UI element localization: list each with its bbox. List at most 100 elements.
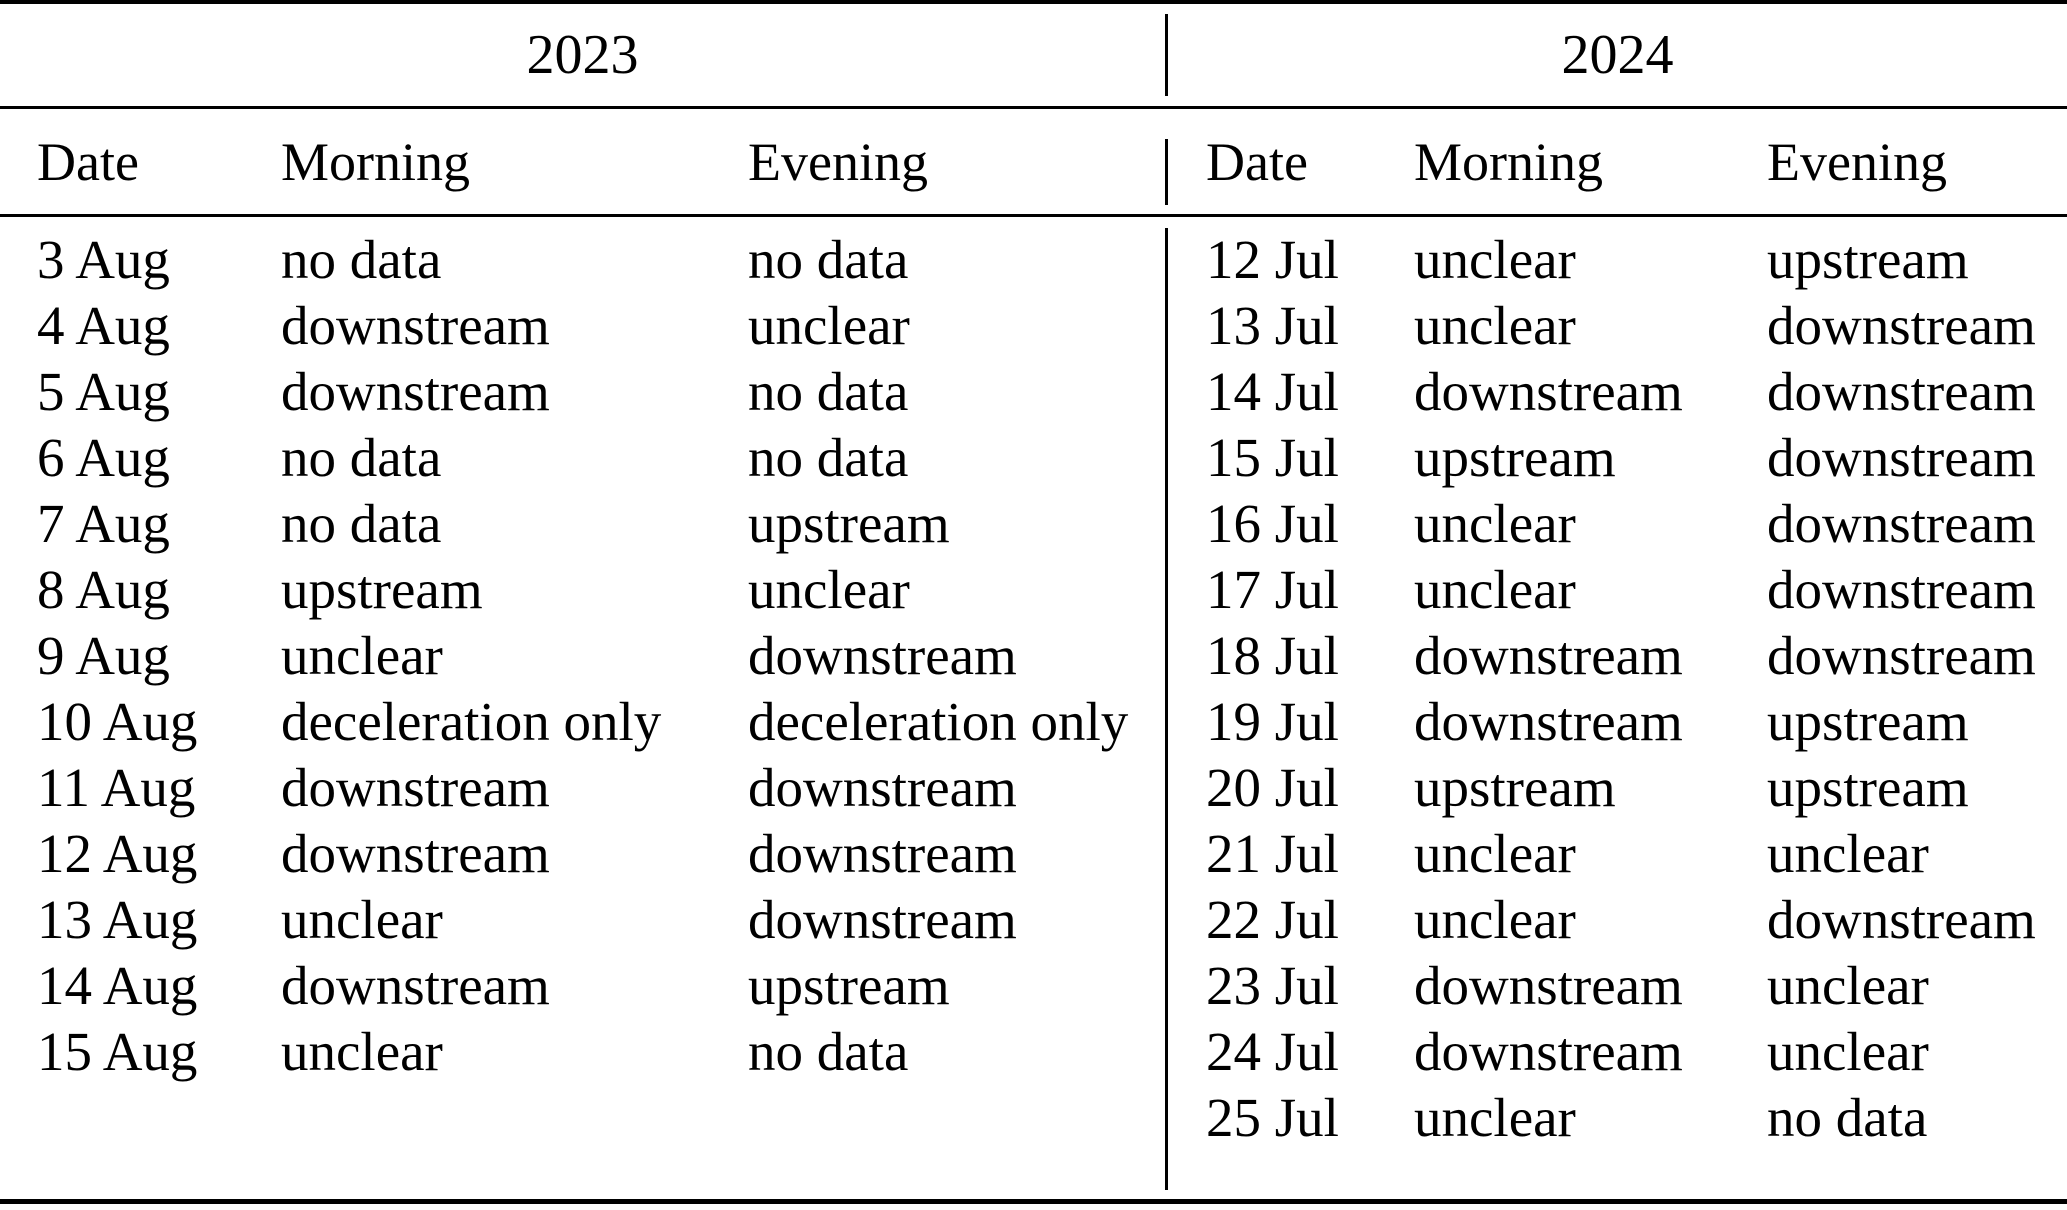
table-row: 13 Jul unclear downstream (1206, 292, 2067, 358)
table-row: Date Morning Evening (37, 109, 1165, 214)
date-cell: 24 Jul (1206, 1020, 1339, 1082)
date-cell: 18 Jul (1206, 624, 1339, 686)
table-row: 21 Jul unclear unclear (1206, 820, 2067, 886)
evening-cell: no data (1767, 1086, 1928, 1148)
date-cell: 20 Jul (1206, 756, 1339, 818)
evening-cell: downstream (748, 822, 1017, 884)
morning-cell: downstream (1414, 954, 1683, 1016)
evening-cell: downstream (1767, 624, 2036, 686)
table-row: 9 Aug unclear downstream (37, 622, 1165, 688)
date-cell: 13 Jul (1206, 294, 1339, 356)
morning-cell: deceleration only (281, 690, 662, 752)
evening-cell: no data (748, 426, 909, 488)
table-row: 14 Aug downstream upstream (37, 952, 1165, 1018)
evening-cell: upstream (748, 492, 950, 554)
morning-cell: upstream (281, 558, 483, 620)
column-header-date: Date (37, 131, 139, 192)
evening-cell: unclear (748, 294, 910, 356)
evening-cell: downstream (1767, 888, 2036, 950)
date-cell: 13 Aug (37, 888, 198, 950)
rule-under-column-headers (0, 214, 2067, 217)
evening-cell: upstream (1767, 228, 1969, 290)
table-row: 10 Aug deceleration only deceleration on… (37, 688, 1165, 754)
morning-cell: unclear (1414, 228, 1576, 290)
evening-cell: no data (748, 228, 909, 290)
morning-cell: no data (281, 492, 442, 554)
date-cell: 3 Aug (37, 228, 170, 290)
morning-cell: unclear (1414, 492, 1576, 554)
bottom-rule (0, 1199, 2067, 1204)
year-header-2023: 2023 (526, 24, 639, 86)
morning-cell: unclear (1414, 1086, 1576, 1148)
column-header-evening: Evening (1767, 131, 1947, 192)
date-cell: 19 Jul (1206, 690, 1339, 752)
evening-cell: downstream (1767, 426, 2036, 488)
date-cell: 11 Aug (37, 756, 196, 818)
morning-cell: upstream (1414, 426, 1616, 488)
table-body-2024: 12 Jul unclear upstream 13 Jul unclear d… (1168, 226, 2067, 1150)
date-cell: 14 Jul (1206, 360, 1339, 422)
vertical-divider-segment (1165, 228, 1168, 1190)
table-row: 18 Jul downstream downstream (1206, 622, 2067, 688)
date-cell: 5 Aug (37, 360, 170, 422)
morning-cell: downstream (281, 360, 550, 422)
table-row: 7 Aug no data upstream (37, 490, 1165, 556)
year-header-band: 2023 2024 (0, 4, 2067, 106)
column-header-evening: Evening (748, 131, 928, 192)
morning-cell: downstream (1414, 1020, 1683, 1082)
table-body-2023: 3 Aug no data no data 4 Aug downstream u… (0, 226, 1165, 1084)
morning-cell: unclear (281, 1020, 443, 1082)
evening-cell: downstream (748, 624, 1017, 686)
morning-cell: no data (281, 426, 442, 488)
table-row: Date Morning Evening (1206, 109, 2067, 214)
table-row: 8 Aug upstream unclear (37, 556, 1165, 622)
vertical-divider-segment (1165, 139, 1168, 205)
table-row: 20 Jul upstream upstream (1206, 754, 2067, 820)
date-cell: 12 Aug (37, 822, 198, 884)
date-cell: 12 Jul (1206, 228, 1339, 290)
evening-cell: deceleration only (748, 690, 1129, 752)
table-row: 22 Jul unclear downstream (1206, 886, 2067, 952)
table-row: 16 Jul unclear downstream (1206, 490, 2067, 556)
date-cell: 15 Aug (37, 1020, 198, 1082)
rule-under-years (0, 106, 2067, 109)
table-row: 24 Jul downstream unclear (1206, 1018, 2067, 1084)
morning-cell: downstream (281, 954, 550, 1016)
table-row: 15 Aug unclear no data (37, 1018, 1165, 1084)
evening-cell: no data (748, 360, 909, 422)
table-row: 12 Aug downstream downstream (37, 820, 1165, 886)
morning-cell: unclear (1414, 294, 1576, 356)
date-cell: 7 Aug (37, 492, 170, 554)
date-cell: 15 Jul (1206, 426, 1339, 488)
morning-cell: downstream (1414, 624, 1683, 686)
date-cell: 21 Jul (1206, 822, 1339, 884)
table-row: 23 Jul downstream unclear (1206, 952, 2067, 1018)
date-cell: 8 Aug (37, 558, 170, 620)
date-cell: 22 Jul (1206, 888, 1339, 950)
column-header-morning: Morning (281, 131, 470, 192)
morning-cell: unclear (1414, 558, 1576, 620)
table-row: 17 Jul unclear downstream (1206, 556, 2067, 622)
evening-cell: downstream (1767, 492, 2036, 554)
evening-cell: no data (748, 1020, 909, 1082)
morning-cell: downstream (281, 822, 550, 884)
year-header-2024: 2024 (1561, 24, 1674, 86)
column-header-date: Date (1206, 131, 1308, 192)
table-row: 14 Jul downstream downstream (1206, 358, 2067, 424)
table-row: 5 Aug downstream no data (37, 358, 1165, 424)
table-row: 6 Aug no data no data (37, 424, 1165, 490)
date-cell: 14 Aug (37, 954, 198, 1016)
table-row: 13 Aug unclear downstream (37, 886, 1165, 952)
date-cell: 17 Jul (1206, 558, 1339, 620)
evening-cell: downstream (748, 756, 1017, 818)
date-cell: 25 Jul (1206, 1086, 1339, 1148)
table-row: 12 Jul unclear upstream (1206, 226, 2067, 292)
date-cell: 10 Aug (37, 690, 198, 752)
evening-cell: downstream (1767, 294, 2036, 356)
evening-cell: unclear (1767, 822, 1929, 884)
vertical-divider-segment (1165, 14, 1168, 96)
morning-cell: no data (281, 228, 442, 290)
table-row: 4 Aug downstream unclear (37, 292, 1165, 358)
morning-cell: unclear (281, 624, 443, 686)
